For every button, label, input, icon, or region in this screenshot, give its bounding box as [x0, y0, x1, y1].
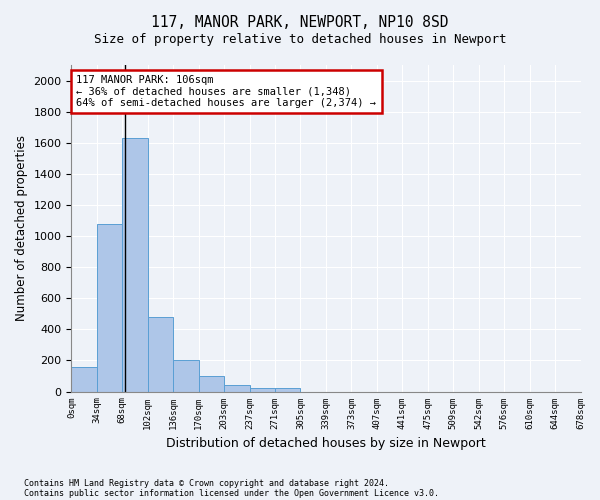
Text: Contains HM Land Registry data © Crown copyright and database right 2024.: Contains HM Land Registry data © Crown c…	[24, 478, 389, 488]
Bar	[97, 224, 122, 392]
Bar	[275, 388, 301, 392]
Text: 117 MANOR PARK: 106sqm
← 36% of detached houses are smaller (1,348)
64% of semi-: 117 MANOR PARK: 106sqm ← 36% of detached…	[76, 75, 376, 108]
Bar	[71, 366, 97, 392]
Text: Contains public sector information licensed under the Open Government Licence v3: Contains public sector information licen…	[24, 488, 439, 498]
Bar	[199, 376, 224, 392]
Bar	[173, 360, 199, 392]
Bar	[250, 388, 275, 392]
Y-axis label: Number of detached properties: Number of detached properties	[15, 136, 28, 322]
Bar	[122, 138, 148, 392]
Text: Size of property relative to detached houses in Newport: Size of property relative to detached ho…	[94, 32, 506, 46]
Bar	[148, 317, 173, 392]
Text: 117, MANOR PARK, NEWPORT, NP10 8SD: 117, MANOR PARK, NEWPORT, NP10 8SD	[151, 15, 449, 30]
X-axis label: Distribution of detached houses by size in Newport: Distribution of detached houses by size …	[166, 437, 486, 450]
Bar	[224, 384, 250, 392]
